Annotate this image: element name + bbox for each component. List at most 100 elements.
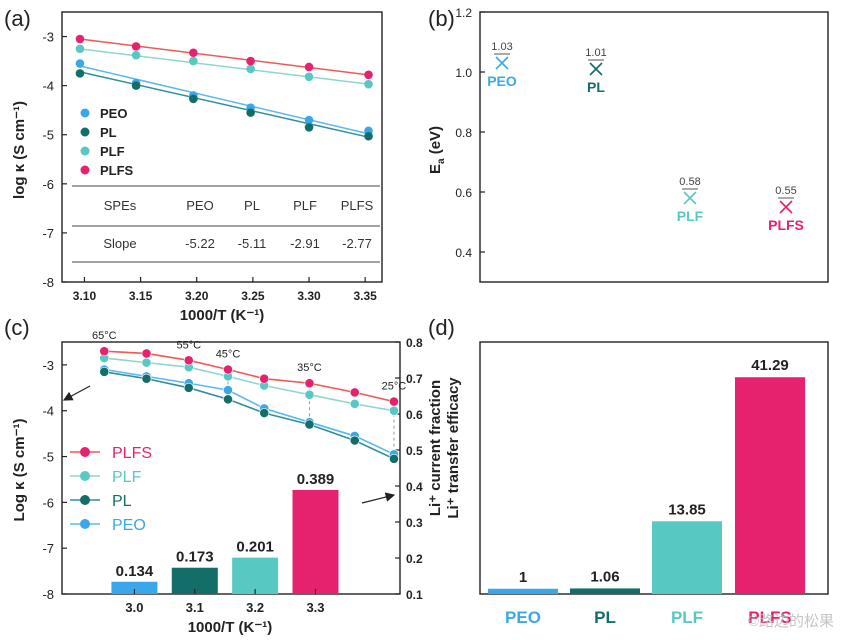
c-xtick-label: 3.1 — [186, 600, 204, 615]
panel-b-ylabel: Ea (eV) — [427, 126, 447, 174]
a-xtick-label: 3.10 — [73, 289, 97, 303]
a-point-plf — [131, 50, 141, 60]
d-category-label-pl: PL — [594, 608, 616, 627]
b-category-label-pl: PL — [587, 79, 605, 95]
a-point-pl — [364, 131, 373, 141]
a-point-peo — [304, 115, 314, 125]
c-temp-label: 25°C — [382, 381, 407, 393]
a-ytick-label: -4 — [42, 79, 54, 94]
d-category-label-plfs: PLFS — [748, 608, 791, 627]
a-xtick-label: 3.20 — [185, 289, 209, 303]
panel-c-chart: 0.134 0.173 0.201 0.389 3.0 3.1 3.2 3.3 -3 -4 -5… — [11, 330, 462, 636]
c-temp-label: 35°C — [297, 362, 322, 374]
a-ytick-label: -3 — [42, 30, 54, 45]
c-right-ytick-label: 0.4 — [406, 480, 423, 494]
a-point-plf — [364, 79, 373, 89]
right-axis-arrow — [361, 492, 396, 504]
slope-value-pl: -5.11 — [238, 236, 267, 251]
a-ytick-label: -7 — [42, 226, 54, 241]
c-point-pl — [389, 453, 399, 464]
c-bar-plf — [232, 557, 279, 594]
a-fit-line-peo — [79, 65, 369, 135]
a-point-plfs — [75, 34, 85, 44]
a-point-plfs — [304, 62, 314, 72]
c-temp-label: 45°C — [216, 348, 241, 360]
slope-table-row-label: Slope — [103, 236, 136, 251]
a-point-plfs — [189, 48, 198, 58]
a-point-plf — [75, 44, 85, 54]
panel-c-label: (c) — [4, 315, 30, 340]
c-point-plf — [304, 389, 315, 400]
c-ytick-label: -8 — [42, 587, 54, 602]
c-legend-marker-peo — [80, 519, 90, 529]
c-right-ytick-label: 0.2 — [406, 552, 423, 566]
a-legend-marker-pl — [80, 127, 90, 137]
b-ytick-label: 0.8 — [455, 126, 472, 140]
a-legend-label-plfs: PLFS — [100, 163, 134, 178]
a-point-pl — [246, 108, 255, 117]
watermark: ©路边的松果 — [748, 613, 834, 630]
c-xtick-label: 3.2 — [246, 600, 264, 615]
c-point-pl — [223, 394, 233, 405]
c-legend-marker-pl — [80, 495, 90, 505]
slope-value-plf: -2.91 — [290, 236, 320, 251]
c-ytick-label: -7 — [42, 541, 54, 556]
b-point-peo — [495, 56, 509, 70]
b-point-plfs — [779, 200, 793, 214]
slope-table-header-peo: PEO — [186, 198, 213, 213]
slope-value-peo: -5.22 — [185, 236, 215, 251]
d-bar-value-plf: 13.85 — [668, 501, 706, 518]
c-bar-peo — [111, 581, 158, 594]
c-point-pl — [183, 382, 194, 393]
c-bar-value-pl: 0.173 — [176, 549, 214, 566]
c-point-plfs — [349, 387, 360, 398]
c-right-ytick-label: 0.1 — [406, 588, 423, 602]
panel-c-right-ylabel-1: Li⁺ current fraction — [427, 380, 444, 516]
d-category-label-plf: PLF — [671, 608, 703, 627]
d-bar-pl — [570, 588, 640, 594]
c-point-plfs — [99, 346, 110, 357]
panel-c-xlabel: 1000/T (K⁻¹) — [188, 619, 273, 636]
a-legend-marker-peo — [80, 108, 90, 118]
b-point-pl — [589, 62, 603, 76]
c-line-pl — [104, 370, 395, 460]
b-category-label-plf: PLF — [677, 208, 704, 224]
c-point-pl — [141, 373, 152, 384]
c-point-plf — [349, 398, 360, 409]
c-point-plfs — [304, 378, 315, 389]
c-point-plfs — [223, 364, 233, 375]
c-point-plf — [389, 405, 399, 416]
c-legend-marker-plf — [80, 471, 90, 481]
c-point-plfs — [183, 355, 194, 366]
panel-d-label: (d) — [428, 315, 455, 340]
a-xtick-label: 3.25 — [241, 289, 265, 303]
c-xtick-label: 3.0 — [125, 600, 143, 615]
panel-c-ylabel: Log κ (S cm⁻¹) — [11, 419, 28, 522]
panel-d-chart: 1 PEO 1.06 PL 13.85 PLF 41.29 PLFS ©路边的松果 — [479, 341, 834, 630]
a-point-plf — [246, 64, 255, 74]
a-point-plfs — [364, 70, 373, 80]
b-value-label-peo: 1.03 — [491, 41, 512, 53]
a-point-peo — [75, 59, 85, 68]
b-point-plf — [683, 191, 697, 205]
a-point-plf — [304, 72, 314, 82]
c-point-plfs — [259, 373, 270, 384]
a-ytick-label: -8 — [42, 275, 54, 290]
panel-b-label: (b) — [428, 6, 455, 31]
d-category-label-peo: PEO — [505, 608, 541, 627]
a-point-pl — [189, 94, 198, 104]
panel-c-frame — [61, 341, 401, 595]
b-value-label-plf: 0.58 — [679, 176, 700, 188]
c-bar-value-plfs: 0.389 — [297, 471, 335, 488]
slope-table-header-plfs: PLFS — [341, 198, 374, 213]
c-ytick-label: -3 — [42, 358, 54, 373]
a-fit-line-plfs — [79, 38, 369, 76]
a-legend-marker-plf — [80, 146, 90, 156]
c-right-ytick-label: 0.3 — [406, 516, 423, 530]
b-value-label-plfs: 0.55 — [775, 185, 796, 197]
c-bar-value-plf: 0.201 — [236, 539, 274, 556]
panel-a-chart: 3.10 3.15 3.20 3.25 3.30 3.35 -3 -4 -5 -6 -7 -8 PE… — [11, 11, 383, 324]
b-value-label-pl: 1.01 — [585, 47, 606, 59]
c-point-plf — [141, 357, 152, 368]
c-right-ytick-label: 0.6 — [406, 408, 423, 422]
